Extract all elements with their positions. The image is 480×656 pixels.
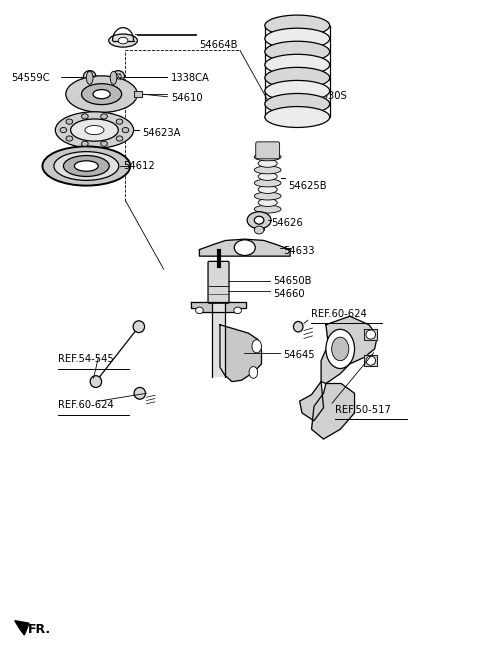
- FancyBboxPatch shape: [212, 302, 225, 377]
- Ellipse shape: [116, 119, 123, 124]
- Ellipse shape: [55, 112, 133, 148]
- Text: 1338CA: 1338CA: [171, 73, 210, 83]
- Ellipse shape: [116, 136, 123, 141]
- Ellipse shape: [71, 119, 118, 141]
- Ellipse shape: [112, 71, 124, 83]
- Text: 54626: 54626: [271, 218, 303, 228]
- Ellipse shape: [74, 161, 98, 171]
- Text: REF.60-624: REF.60-624: [311, 308, 366, 319]
- Ellipse shape: [118, 37, 128, 44]
- Ellipse shape: [265, 54, 330, 75]
- Text: 54645: 54645: [283, 350, 314, 360]
- Text: 54660: 54660: [274, 289, 305, 299]
- Polygon shape: [300, 382, 324, 420]
- Ellipse shape: [258, 159, 277, 167]
- Ellipse shape: [252, 340, 262, 353]
- Ellipse shape: [101, 141, 108, 146]
- Ellipse shape: [366, 330, 375, 339]
- Ellipse shape: [265, 28, 330, 49]
- Text: FR.: FR.: [28, 623, 51, 636]
- Text: REF.54-545: REF.54-545: [58, 354, 113, 364]
- Ellipse shape: [84, 71, 96, 83]
- Ellipse shape: [265, 94, 330, 114]
- Ellipse shape: [265, 41, 330, 62]
- Ellipse shape: [254, 216, 264, 224]
- Ellipse shape: [85, 125, 104, 134]
- Polygon shape: [134, 91, 142, 97]
- Ellipse shape: [110, 72, 117, 85]
- Ellipse shape: [116, 74, 121, 79]
- Ellipse shape: [326, 329, 355, 369]
- Ellipse shape: [66, 119, 72, 124]
- Ellipse shape: [133, 321, 144, 333]
- Ellipse shape: [265, 15, 330, 36]
- Text: 54650B: 54650B: [274, 276, 312, 286]
- Ellipse shape: [293, 321, 303, 332]
- Ellipse shape: [258, 173, 277, 180]
- Ellipse shape: [332, 337, 349, 361]
- Text: 54633: 54633: [283, 246, 314, 256]
- Ellipse shape: [66, 136, 72, 141]
- Ellipse shape: [86, 72, 93, 85]
- Text: 54664B: 54664B: [199, 40, 238, 50]
- Ellipse shape: [60, 127, 67, 133]
- Polygon shape: [312, 384, 355, 439]
- Ellipse shape: [265, 106, 330, 127]
- Ellipse shape: [254, 166, 281, 174]
- Ellipse shape: [366, 356, 375, 365]
- Ellipse shape: [54, 152, 119, 180]
- Ellipse shape: [63, 155, 109, 176]
- Ellipse shape: [234, 307, 241, 314]
- Ellipse shape: [109, 34, 137, 47]
- Text: 54610: 54610: [171, 93, 203, 103]
- Ellipse shape: [93, 90, 110, 98]
- Ellipse shape: [42, 146, 130, 186]
- Ellipse shape: [196, 307, 203, 314]
- Ellipse shape: [258, 186, 277, 194]
- Polygon shape: [191, 302, 246, 312]
- Ellipse shape: [82, 141, 88, 146]
- Ellipse shape: [254, 179, 281, 187]
- Text: 54625B: 54625B: [288, 180, 326, 191]
- Polygon shape: [199, 239, 290, 256]
- Text: REF.50-517: REF.50-517: [336, 405, 391, 415]
- Ellipse shape: [122, 127, 129, 133]
- Ellipse shape: [254, 153, 281, 161]
- Text: 54559C: 54559C: [11, 73, 49, 83]
- Polygon shape: [364, 329, 377, 340]
- Ellipse shape: [101, 113, 108, 119]
- Text: 54623A: 54623A: [142, 129, 180, 138]
- Ellipse shape: [134, 388, 145, 400]
- Polygon shape: [364, 356, 377, 366]
- Ellipse shape: [82, 84, 121, 104]
- Text: 54630S: 54630S: [309, 91, 347, 101]
- Ellipse shape: [254, 192, 281, 200]
- Text: REF.60-624: REF.60-624: [58, 400, 113, 410]
- Text: 54612: 54612: [123, 161, 155, 171]
- Ellipse shape: [66, 76, 137, 112]
- Ellipse shape: [82, 113, 88, 119]
- Polygon shape: [15, 621, 29, 635]
- Ellipse shape: [234, 240, 255, 255]
- Ellipse shape: [90, 376, 102, 388]
- Polygon shape: [220, 325, 262, 382]
- Ellipse shape: [258, 199, 277, 207]
- Ellipse shape: [247, 212, 271, 229]
- Ellipse shape: [254, 205, 281, 213]
- Polygon shape: [321, 316, 377, 384]
- Ellipse shape: [265, 68, 330, 89]
- FancyBboxPatch shape: [208, 261, 229, 303]
- Ellipse shape: [249, 367, 258, 379]
- Ellipse shape: [87, 74, 93, 79]
- FancyBboxPatch shape: [256, 142, 280, 159]
- Ellipse shape: [265, 81, 330, 101]
- Ellipse shape: [254, 226, 264, 234]
